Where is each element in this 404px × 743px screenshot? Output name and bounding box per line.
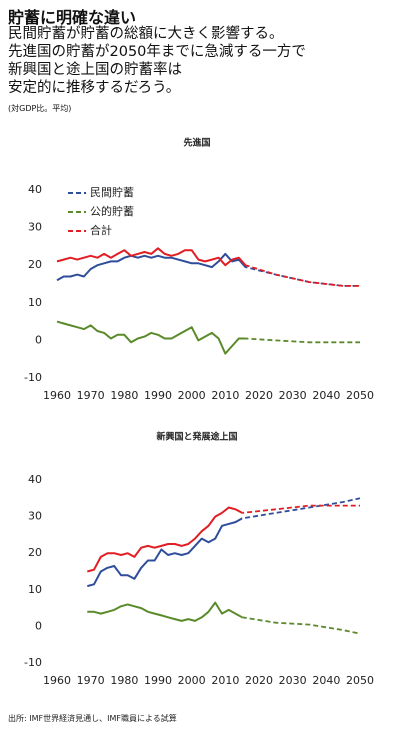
x-tick-label: 1970 <box>77 389 105 402</box>
note: (対GDP比。平均) <box>8 104 72 113</box>
line-actual <box>56 247 246 267</box>
x-tick-label: 2020 <box>245 389 273 402</box>
x-tick-label: 1990 <box>144 674 172 687</box>
x-tick-label: 2020 <box>245 674 273 687</box>
y-tick-label: 30 <box>28 510 42 523</box>
legend-label: 合計 <box>90 223 112 237</box>
line-actual <box>87 517 243 588</box>
x-tick-label: 1970 <box>77 674 105 687</box>
x-tick-label: 2050 <box>346 674 374 687</box>
x-tick-label: 1960 <box>43 674 71 687</box>
line-actual <box>56 252 246 282</box>
line-projection <box>242 504 360 514</box>
legend-label: 公的貯蓄 <box>90 204 134 218</box>
y-tick-label: 20 <box>28 546 42 559</box>
line-projection <box>245 265 360 287</box>
y-tick-label: 0 <box>35 333 42 346</box>
subtitle: 先進国の貯蓄が2050年までに急減する一方で <box>8 44 306 60</box>
x-tick-label: 2000 <box>178 389 206 402</box>
x-tick-label: 1980 <box>110 389 138 402</box>
y-tick-label: 30 <box>28 221 42 234</box>
y-tick-label: -10 <box>24 371 42 384</box>
y-tick-label: 20 <box>28 258 42 271</box>
x-tick-label: 1960 <box>43 389 71 402</box>
line-projection <box>242 616 361 635</box>
x-tick-label: 2040 <box>312 674 340 687</box>
chart-title: 新興国と発展途上国 <box>156 431 237 443</box>
x-tick-label: 2000 <box>178 674 206 687</box>
x-tick-label: 1980 <box>110 674 138 687</box>
x-tick-label: 2050 <box>346 389 374 402</box>
line-actual <box>87 601 243 622</box>
x-tick-label: 1990 <box>144 389 172 402</box>
y-tick-label: 40 <box>28 473 42 486</box>
y-tick-label: 40 <box>28 183 42 196</box>
source: 出所: IMF世界経済見通し、IMF職員による試算 <box>8 714 177 723</box>
subtitle: 民間貯蓄が貯蓄の総額に大きく影響する。 <box>8 26 284 42</box>
x-tick-label: 2030 <box>279 674 307 687</box>
chart-title: 先進国 <box>183 137 210 149</box>
y-tick-label: 10 <box>28 583 42 596</box>
y-tick-label: 0 <box>35 619 42 632</box>
x-tick-label: 2010 <box>211 389 239 402</box>
y-tick-label: 10 <box>28 296 42 309</box>
line-actual <box>56 320 246 355</box>
x-tick-label: 2040 <box>312 389 340 402</box>
subtitle: 安定的に推移するだろう。 <box>8 80 181 96</box>
legend-label: 民間貯蓄 <box>90 186 134 199</box>
y-tick-label: -10 <box>24 656 42 669</box>
x-tick-label: 2030 <box>279 389 307 402</box>
title: 貯蓄に明確な違い <box>8 8 137 27</box>
subtitle: 新興国と途上国の貯蓄率は <box>8 62 182 78</box>
line-actual <box>87 506 243 573</box>
line-projection <box>245 337 360 344</box>
x-tick-label: 2010 <box>211 674 239 687</box>
